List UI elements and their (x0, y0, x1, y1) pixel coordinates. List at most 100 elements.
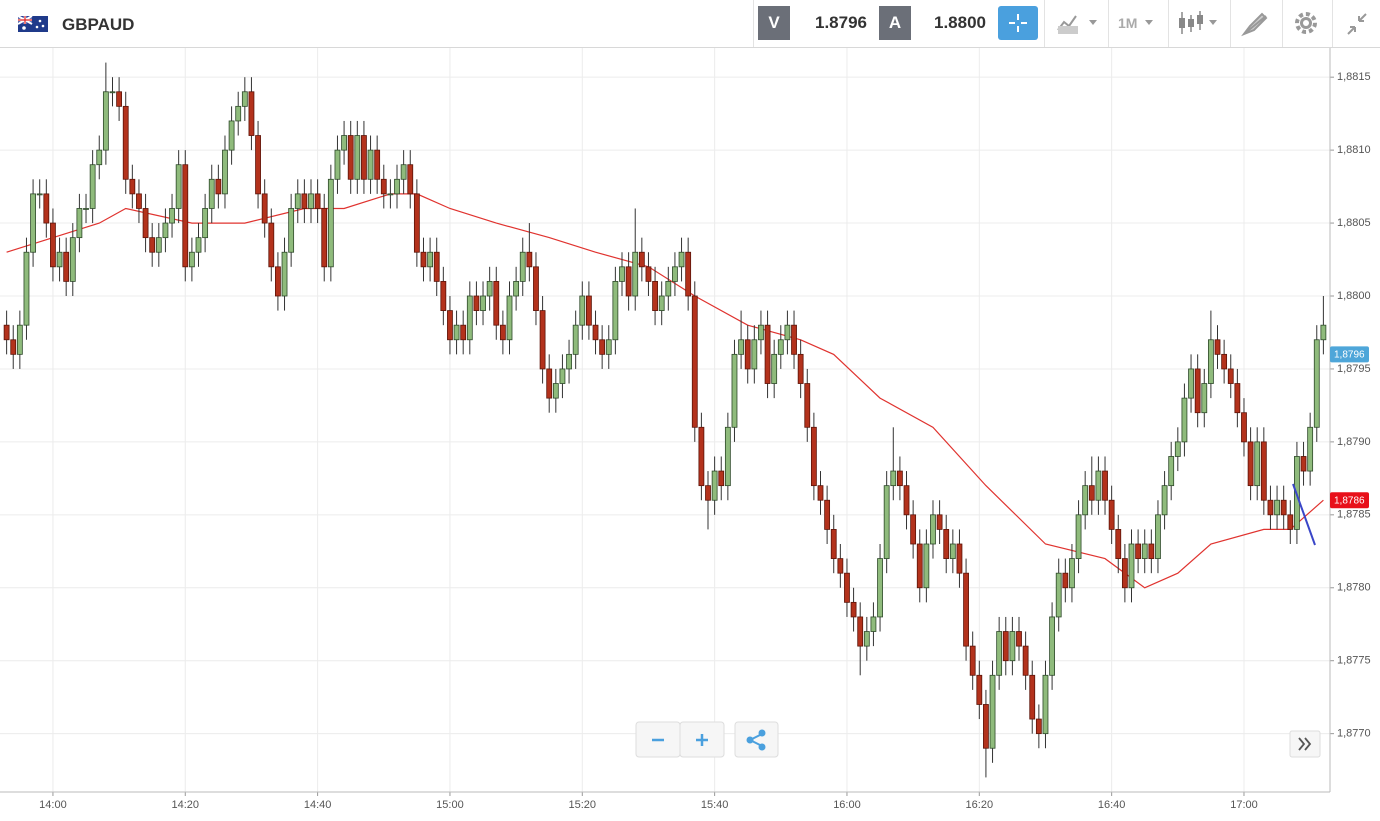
candle-body (420, 251, 427, 268)
share-button[interactable] (734, 721, 779, 758)
candle-body (586, 295, 592, 326)
share-icon (746, 729, 766, 751)
candle-body (102, 91, 109, 151)
candle-body (1207, 339, 1214, 384)
candle-body (877, 558, 883, 618)
candle-body (1313, 339, 1320, 428)
candle-body (136, 193, 142, 209)
candle-body (473, 295, 480, 311)
candle-body (1042, 674, 1049, 735)
candle-body (1022, 645, 1029, 676)
price-tag-label: 1,8796 (1334, 349, 1365, 360)
sell-button[interactable]: V (758, 6, 790, 40)
candle-body (433, 251, 440, 282)
sell-price[interactable]: 1.8796 (815, 13, 867, 32)
candle-body (632, 251, 639, 297)
candle-body (890, 470, 897, 487)
candle-body (367, 149, 374, 180)
candle-body (1088, 485, 1095, 501)
candle-body (758, 324, 764, 341)
candle-body (447, 310, 453, 341)
candle-body (261, 193, 268, 224)
candle-body (638, 251, 645, 268)
candle-body (89, 164, 96, 209)
candle-body (698, 426, 705, 487)
candle-body (116, 91, 123, 107)
draw-button[interactable] (1240, 6, 1270, 40)
candle-body (96, 149, 103, 166)
candle-body (592, 324, 599, 341)
candle-body (976, 674, 983, 705)
buy-price[interactable]: 1.8800 (934, 13, 986, 32)
candle-body (241, 91, 248, 107)
candle-body (50, 222, 56, 268)
drawn-trendline (1292, 483, 1316, 546)
candle-body (943, 529, 950, 559)
candle-body (1102, 470, 1108, 501)
candle-body (936, 514, 943, 530)
candle-body (63, 251, 70, 282)
candle-body (327, 178, 334, 268)
candle-body (652, 281, 658, 311)
candle-body (1029, 674, 1036, 720)
candle-body (109, 91, 116, 94)
collapse-button[interactable] (1342, 6, 1372, 40)
candle-body (791, 324, 797, 355)
candle-body (499, 324, 506, 341)
candle-body (897, 470, 903, 487)
zoom-controls (635, 721, 779, 758)
settings-button[interactable] (1292, 6, 1322, 40)
candle-body (579, 295, 586, 326)
candle-body (1069, 558, 1075, 589)
candle-body (1280, 499, 1287, 516)
timeframe-arrow (1145, 20, 1153, 25)
candle-body (1287, 514, 1294, 530)
candle-body (195, 237, 202, 253)
candle-button[interactable] (1176, 6, 1224, 40)
candle-body (777, 339, 784, 355)
candle-body (341, 135, 347, 151)
candle-body (23, 251, 30, 326)
candle-body (1234, 383, 1241, 414)
candle-body (824, 499, 831, 530)
candle-body (122, 105, 129, 180)
candle-body (347, 135, 354, 180)
y-tick-label: 1,8790 (1337, 436, 1371, 448)
crosshair-icon (1009, 14, 1027, 32)
candle-body (963, 572, 969, 647)
x-tick-label: 14:00 (39, 799, 67, 811)
candle-body (275, 266, 281, 297)
crosshair-button[interactable] (998, 6, 1038, 40)
candle-body (76, 208, 83, 239)
candle-body (850, 601, 857, 618)
candle-body (559, 368, 566, 384)
candle-body (480, 295, 486, 311)
candle-body (281, 251, 288, 297)
candle-body (248, 91, 255, 136)
candle-body (804, 383, 811, 428)
candle-body (1168, 456, 1175, 487)
y-tick-label: 1,8770 (1337, 728, 1371, 740)
candle-body (308, 193, 314, 209)
x-tick-label: 17:00 (1230, 799, 1258, 811)
candle-body (903, 485, 910, 516)
candle-body (764, 324, 771, 384)
chart-type-button[interactable] (1052, 6, 1102, 40)
candle-body (1035, 718, 1042, 735)
y-tick-label: 1,8780 (1337, 582, 1371, 594)
x-tick-label: 16:40 (1098, 799, 1126, 811)
candle-body (374, 149, 381, 180)
buy-button[interactable]: A (879, 6, 911, 40)
candle-body (155, 237, 162, 253)
candle-body (30, 193, 36, 253)
candle-body (1135, 543, 1142, 559)
price-tag (1330, 346, 1369, 363)
candle-body (1055, 572, 1062, 618)
candle-body (870, 616, 877, 632)
candle-body (797, 353, 804, 384)
candle-body (400, 164, 407, 180)
timeframe-button[interactable]: 1M (1118, 15, 1138, 31)
candle-body (354, 135, 361, 180)
candle-body (1227, 368, 1234, 384)
candle-body (1300, 456, 1307, 472)
